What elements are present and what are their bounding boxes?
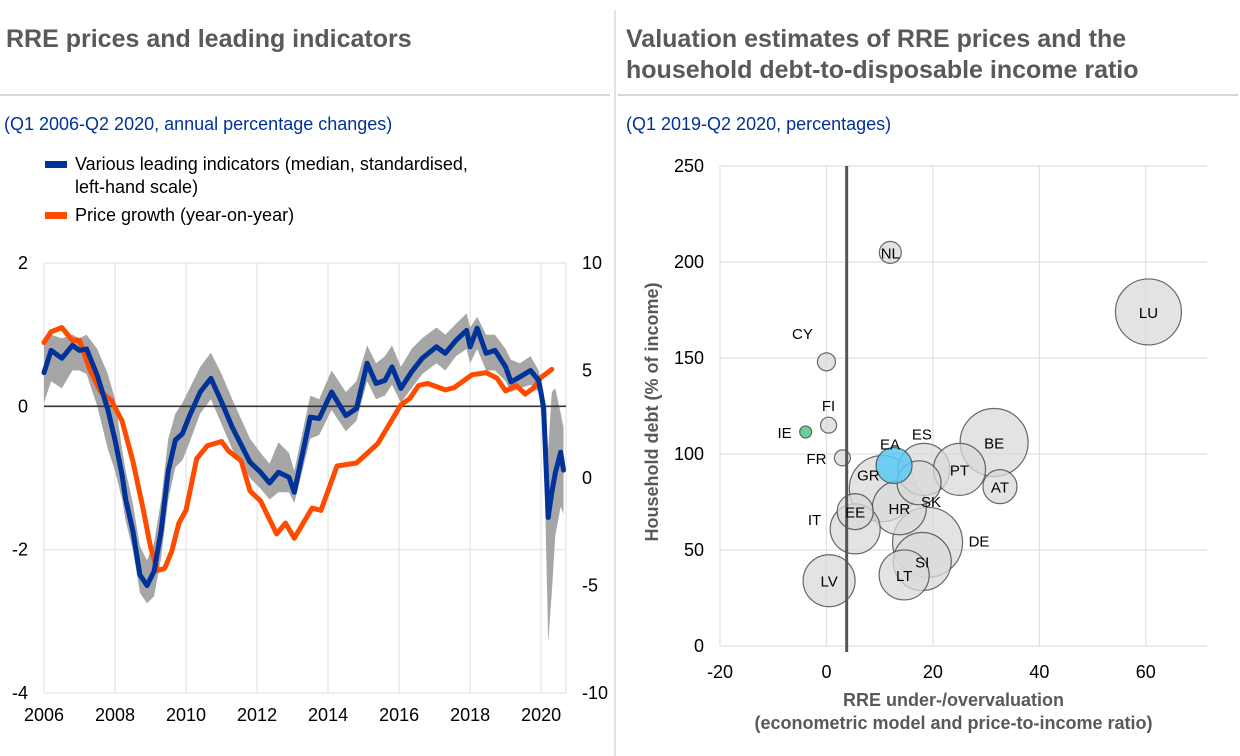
y-right-tick-label: -10	[582, 683, 608, 703]
right-header-rule	[618, 94, 1238, 96]
legend-label: Price growth (year-on-year)	[75, 205, 295, 225]
y-left-tick-label: -4	[12, 683, 28, 703]
bubble-label-it: IT	[808, 512, 821, 529]
x-tick-label: 2012	[237, 705, 277, 725]
x-tick-label: -20	[707, 662, 733, 682]
bubble-label-nl: NL	[881, 245, 900, 262]
x-tick-label: 2010	[166, 705, 206, 725]
bubble-label-hr: HR	[889, 501, 911, 518]
price-growth-line	[41, 325, 555, 573]
bubble-label-de: DE	[969, 533, 990, 550]
y-tick-label: 50	[684, 540, 704, 560]
y-right-tick-label: 0	[582, 468, 592, 488]
y-tick-label: 0	[694, 636, 704, 656]
x-tick-label: 20	[923, 662, 943, 682]
bubble-label-gr: GR	[857, 468, 880, 485]
left-header-rule	[0, 94, 610, 96]
legend-label: Various leading indicators (median, stan…	[75, 154, 468, 174]
bubble-label-fi: FI	[822, 398, 835, 415]
bubble-lv	[802, 554, 856, 608]
bubble-label-ea: EA	[880, 437, 900, 454]
x-tick-label: 2016	[379, 705, 419, 725]
x-tick-label: 2020	[521, 705, 561, 725]
y-right-tick-label: 10	[582, 253, 602, 273]
x-tick-label: 2008	[95, 705, 135, 725]
bubble-label-at: AT	[991, 480, 1009, 497]
leading-indicators-line	[41, 325, 566, 588]
right-panel-title-line1: Valuation estimates of RRE prices and th…	[626, 25, 1127, 53]
x-tick-label: 0	[821, 662, 831, 682]
legend-label: left-hand scale)	[75, 177, 199, 197]
right-panel-title: Valuation estimates of RRE prices and th…	[626, 24, 1139, 86]
x-axis-label-line1: RRE under-/overvaluation	[843, 690, 1064, 710]
right-panel-subtitle: (Q1 2019-Q2 2020, percentages)	[626, 114, 892, 134]
x-tick-label: 2006	[24, 705, 64, 725]
x-tick-label: 2014	[308, 705, 348, 725]
bubble-label-sk: SK	[921, 494, 941, 511]
y-tick-label: 200	[674, 252, 704, 272]
left-line-chart: 2006 2008 2010 2012 2014 2016 2018 202020-2-410…	[12, 253, 608, 725]
bubble-nl	[878, 240, 902, 264]
bubble-label-pt: PT	[950, 462, 969, 479]
legend-swatch-orange	[45, 212, 67, 219]
y-tick-label: 250	[674, 156, 704, 176]
y-axis-label: Household debt (% of income)	[642, 282, 662, 541]
x-tick-label: 40	[1029, 662, 1049, 682]
right-panel-title-line2: household debt-to-disposable income rati…	[626, 56, 1139, 84]
y-tick-label: 100	[674, 444, 704, 464]
bubble-label-cy: CY	[792, 326, 813, 343]
y-tick-label: 150	[674, 348, 704, 368]
x-axis-label-line2: (econometric model and price-to-income r…	[754, 713, 1152, 733]
bubble-ie	[799, 425, 813, 439]
bubble-label-lt: LT	[896, 568, 912, 585]
bubble-ea	[875, 446, 913, 485]
legend-item-leading-indicators: Various leading indicators (median, stan…	[45, 153, 555, 199]
left-panel-subtitle: (Q1 2006-Q2 2020, annual percentage chan…	[4, 114, 393, 134]
y-left-tick-label: -2	[12, 540, 28, 560]
bubble-label-be: BE	[984, 435, 1004, 452]
left-chart-legend: Various leading indicators (median, stan…	[45, 153, 555, 232]
bubble-label-ee: EE	[845, 505, 865, 522]
bubble-label-lu: LU	[1139, 305, 1158, 322]
y-right-tick-label: 5	[582, 361, 592, 381]
x-tick-label: 2018	[450, 705, 490, 725]
y-right-tick-label: -5	[582, 576, 598, 596]
bubble-label-si: SI	[915, 555, 929, 572]
bubble-fi	[819, 416, 838, 434]
bubble-label-es: ES	[912, 426, 932, 443]
legend-item-price-growth: Price growth (year-on-year)	[45, 204, 555, 227]
bubble-label-fr: FR	[806, 451, 826, 468]
bubble-lu	[1114, 278, 1183, 346]
x-tick-label: 60	[1136, 662, 1156, 682]
left-panel-title: RRE prices and leading indicators	[6, 25, 412, 53]
panel-divider	[614, 10, 616, 756]
bubble-at	[982, 469, 1018, 505]
y-left-tick-label: 2	[18, 253, 28, 273]
bubble-cy	[816, 352, 837, 372]
bubble-lt	[878, 549, 930, 601]
legend-swatch-blue	[45, 161, 67, 168]
bubble-label-lv: LV	[820, 574, 837, 591]
y-left-tick-label: 0	[18, 396, 28, 416]
bubble-label-ie: IE	[778, 425, 792, 442]
